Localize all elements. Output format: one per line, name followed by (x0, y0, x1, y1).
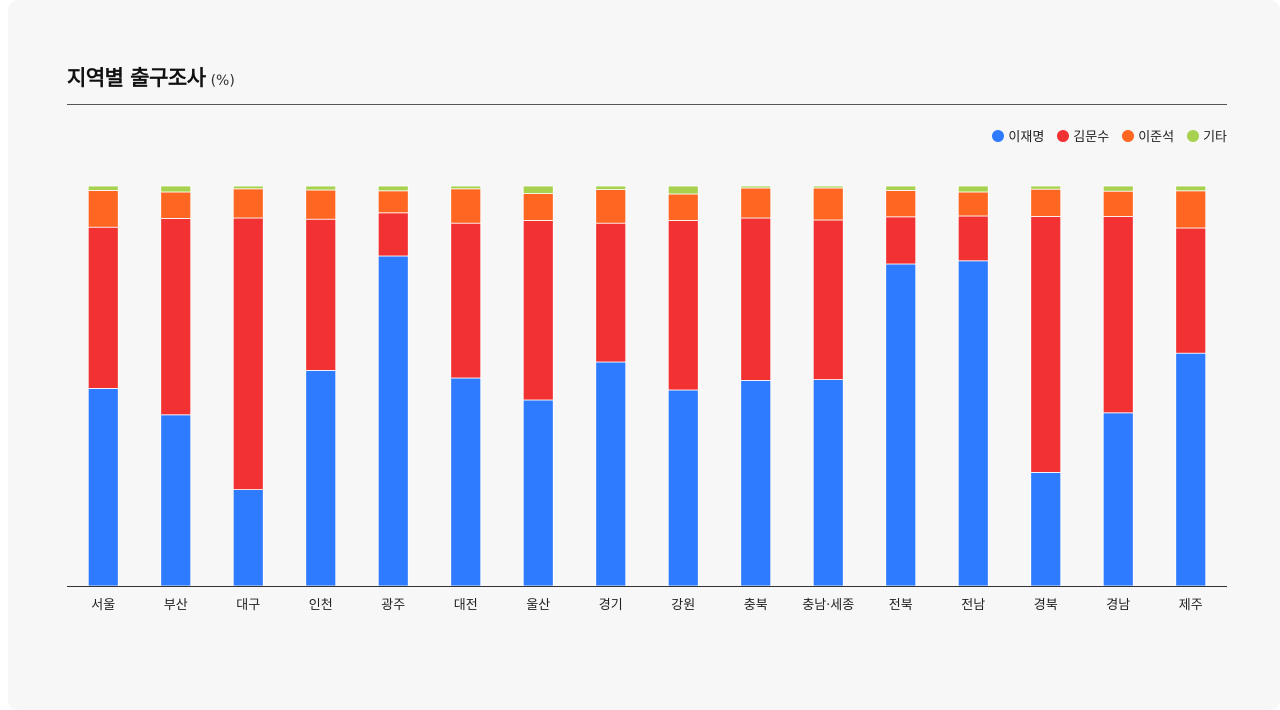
bar-segment-1-0 (87, 226, 119, 389)
bar-segment-3-11 (885, 185, 917, 191)
legend-item-3: 기타 (1187, 126, 1227, 145)
bar-segment-0-12 (957, 260, 989, 587)
bar-segment-2-10 (812, 187, 844, 221)
bar-segment-1-3 (305, 218, 337, 371)
x-tick-label: 경기 (599, 598, 623, 613)
bar-segment-1-1 (160, 217, 192, 416)
bar-segment-2-1 (160, 191, 192, 219)
bar-segment-3-14 (1102, 185, 1134, 192)
bar-segment-0-1 (160, 414, 192, 587)
legend-item-2: 이준석 (1122, 126, 1174, 145)
bar-segment-2-5 (450, 188, 482, 224)
legend-swatch (1057, 129, 1070, 142)
legend-swatch (992, 129, 1005, 142)
legend-swatch (1122, 129, 1135, 142)
x-tick-label: 서울 (91, 598, 115, 613)
bar-segment-0-2 (232, 489, 264, 587)
bar-segment-3-1 (160, 185, 192, 193)
bar-segment-1-6 (522, 219, 554, 401)
x-tick-label: 경남 (1106, 598, 1130, 613)
bar-segment-3-4 (377, 185, 409, 192)
bar-segment-2-4 (377, 190, 409, 214)
bar-segment-0-3 (305, 369, 337, 587)
bar-segment-1-4 (377, 212, 409, 257)
bar-segment-0-13 (1030, 471, 1062, 587)
bar-segment-0-11 (885, 263, 917, 587)
x-tick-label: 인천 (309, 598, 333, 613)
chart-unit: (%) (210, 73, 235, 89)
bar-segment-3-13 (1030, 185, 1062, 190)
x-tick-label: 경북 (1034, 598, 1058, 613)
bar-segment-2-8 (667, 193, 699, 221)
chart-title: 지역별 출구조사 (67, 66, 206, 90)
legend-label: 이준석 (1138, 130, 1175, 145)
chart-legend: 이재명 김문수 이준석 기타 (992, 126, 1227, 145)
bar-segment-1-13 (1030, 215, 1062, 473)
legend-swatch (1187, 129, 1200, 142)
bar-segment-2-0 (87, 189, 119, 228)
title-divider (67, 104, 1227, 105)
bar-segment-2-6 (522, 193, 554, 221)
bar-segment-1-2 (232, 217, 264, 491)
bar-segment-2-7 (595, 189, 627, 224)
x-tick-label: 제주 (1179, 598, 1203, 613)
bar-segment-3-15 (1175, 185, 1207, 192)
bar-segment-1-12 (957, 215, 989, 262)
bar-segment-2-15 (1175, 190, 1207, 229)
bar-segment-1-9 (740, 217, 772, 381)
bar-segment-0-6 (522, 399, 554, 587)
x-tick-label: 전북 (889, 598, 913, 613)
x-tick-label: 대구 (236, 598, 260, 613)
x-tick-label: 전남 (961, 598, 985, 613)
bar-segment-1-5 (450, 222, 482, 379)
x-tick-label: 강원 (671, 598, 695, 613)
bar-segment-1-8 (667, 219, 699, 391)
bar-segment-3-9 (740, 185, 772, 189)
x-tick-label: 대전 (454, 598, 478, 613)
bar-segment-2-14 (1102, 190, 1134, 217)
chart-header: 지역별 출구조사 (%) (67, 62, 235, 92)
bar-segment-0-10 (812, 379, 844, 587)
x-tick-label: 울산 (526, 598, 550, 613)
x-tick-label: 광주 (381, 598, 405, 613)
legend-item-0: 이재명 (992, 126, 1044, 145)
bar-segment-1-7 (595, 222, 627, 363)
bar-segment-3-8 (667, 185, 699, 195)
bar-segment-2-13 (1030, 188, 1062, 217)
bar-segment-2-9 (740, 187, 772, 219)
bar-segment-0-5 (450, 377, 482, 587)
bar-segment-1-10 (812, 219, 844, 381)
bar-segment-0-8 (667, 389, 699, 587)
legend-item-1: 김문수 (1057, 126, 1109, 145)
bar-segment-1-15 (1175, 227, 1207, 354)
legend-label: 김문수 (1073, 130, 1110, 145)
bar-segment-0-7 (595, 361, 627, 587)
bar-segment-3-5 (450, 185, 482, 190)
bar-segment-2-2 (232, 188, 264, 219)
chart-card (8, 0, 1280, 710)
bar-segment-2-3 (305, 189, 337, 220)
bar-segment-1-11 (885, 216, 917, 265)
bar-segment-3-7 (595, 185, 627, 190)
bar-segment-3-0 (87, 185, 119, 191)
bar-segment-0-0 (87, 387, 119, 587)
bar-segment-0-4 (377, 255, 409, 587)
bar-segment-3-10 (812, 185, 844, 189)
x-tick-label: 부산 (164, 598, 188, 613)
bar-segment-0-14 (1102, 412, 1134, 587)
legend-label: 이재명 (1008, 130, 1045, 145)
bar-segment-0-15 (1175, 352, 1207, 587)
bar-segment-3-6 (522, 185, 554, 194)
bar-segment-2-11 (885, 189, 917, 218)
x-tick-label: 충북 (744, 598, 768, 613)
bar-segment-2-12 (957, 191, 989, 217)
bar-segment-3-2 (232, 185, 264, 190)
bar-segment-3-3 (305, 185, 337, 191)
bar-segment-3-12 (957, 185, 989, 193)
x-tick-label: 충남·세종 (802, 598, 854, 613)
bar-segment-0-9 (740, 379, 772, 587)
legend-label: 기타 (1203, 130, 1227, 145)
bar-segment-1-14 (1102, 215, 1134, 414)
